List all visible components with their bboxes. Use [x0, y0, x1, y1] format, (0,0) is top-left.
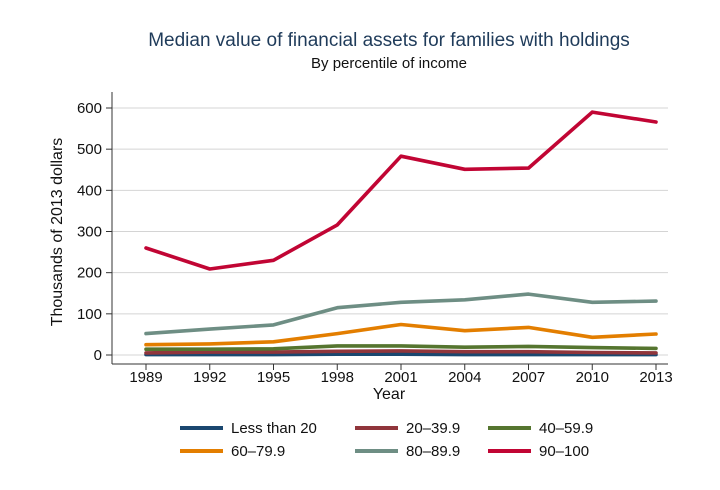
data-point	[654, 351, 657, 354]
legend-label: 90–100	[539, 443, 589, 460]
y-tick-label: 500	[77, 141, 102, 158]
data-point	[336, 350, 339, 353]
data-point	[399, 323, 402, 326]
y-tick-label: 0	[94, 347, 102, 364]
x-tick-label: 1995	[257, 369, 290, 386]
series-line-5	[144, 110, 658, 271]
legend-label: 20–39.9	[406, 420, 460, 437]
data-point	[272, 347, 275, 350]
series-line-1	[144, 349, 658, 355]
x-tick-label: 1998	[321, 369, 354, 386]
data-point	[336, 332, 339, 335]
axes: 0 100 200 300 400 500 600 1989 1992 1995 1998 2001 2…	[77, 92, 673, 386]
legend-label: 40–59.9	[539, 420, 593, 437]
x-tick-label: 2010	[576, 369, 609, 386]
x-tick-label: 2013	[639, 369, 672, 386]
y-axis-label: Thousands of 2013 dollars	[49, 138, 66, 327]
data-point	[463, 298, 466, 301]
y-tick-label: 300	[77, 224, 102, 241]
legend-label: Less than 20	[231, 420, 317, 437]
data-point	[144, 343, 147, 346]
gridlines	[112, 107, 668, 356]
data-point	[399, 344, 402, 347]
data-point	[144, 348, 147, 351]
y-tick-label: 200	[77, 265, 102, 282]
y-tick-label: 600	[77, 100, 102, 117]
series-line-4	[144, 292, 658, 336]
data-point	[527, 167, 530, 170]
data-point	[654, 347, 657, 350]
data-point	[336, 306, 339, 309]
data-point	[208, 342, 211, 345]
series-lines	[144, 110, 658, 357]
y-tick-label: 100	[77, 306, 102, 323]
data-point	[654, 120, 657, 123]
data-point	[463, 329, 466, 332]
legend-label: 60–79.9	[231, 443, 285, 460]
data-point	[463, 350, 466, 353]
data-point	[336, 223, 339, 226]
x-tick-label: 2004	[448, 369, 481, 386]
x-tick-label: 2001	[384, 369, 417, 386]
data-point	[399, 353, 402, 356]
data-point	[527, 350, 530, 353]
data-point	[527, 292, 530, 295]
series-line-2	[144, 344, 658, 352]
data-point	[144, 351, 147, 354]
x-tick-label: 1989	[129, 369, 162, 386]
chart-subtitle: By percentile of income	[311, 55, 467, 72]
data-point	[272, 351, 275, 354]
data-point	[463, 168, 466, 171]
x-tick-label: 2007	[512, 369, 545, 386]
x-tick-label: 1992	[193, 369, 226, 386]
data-point	[208, 327, 211, 330]
data-point	[399, 349, 402, 352]
data-point	[591, 351, 594, 354]
chart-title: Median value of financial assets for fam…	[148, 30, 630, 51]
data-point	[463, 346, 466, 349]
data-point	[399, 155, 402, 158]
data-point	[144, 332, 147, 335]
data-point	[208, 267, 211, 270]
data-point	[591, 301, 594, 304]
data-point	[399, 301, 402, 304]
legend-label: 80–89.9	[406, 443, 460, 460]
data-point	[591, 111, 594, 114]
data-point	[654, 299, 657, 302]
data-point	[527, 345, 530, 348]
y-tick-label: 400	[77, 182, 102, 199]
data-point	[272, 259, 275, 262]
data-point	[654, 332, 657, 335]
data-point	[591, 336, 594, 339]
data-point	[527, 326, 530, 329]
data-point	[144, 246, 147, 249]
data-point	[272, 323, 275, 326]
data-point	[591, 346, 594, 349]
data-point	[272, 340, 275, 343]
data-point	[208, 348, 211, 351]
series-line-3	[144, 322, 658, 347]
data-point	[336, 344, 339, 347]
x-axis-label: Year	[373, 386, 406, 403]
legend: Less than 20 20–39.9 40–59.9 60–79.9 80–89.9…	[180, 420, 593, 460]
